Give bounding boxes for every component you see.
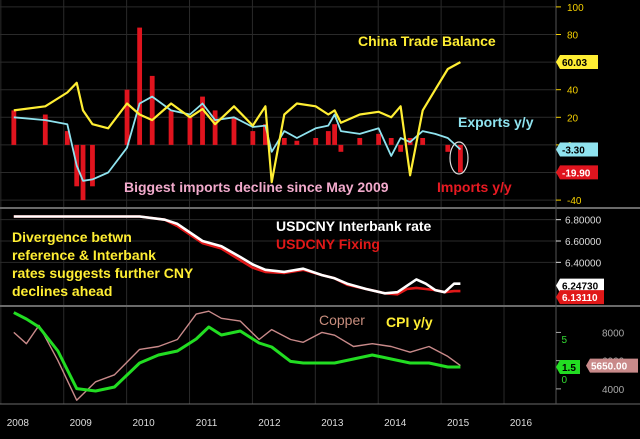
imports-yy-label: Imports y/y xyxy=(437,179,512,195)
x-tick-label: 2010 xyxy=(133,418,156,429)
trade-balance-flag-box xyxy=(556,55,598,70)
copper-y-tick-label: 8000 xyxy=(602,328,625,339)
cpi-y-tick-label: 0 xyxy=(561,375,567,386)
imports-bar xyxy=(168,110,174,145)
trade-balance-flag: 60.03 xyxy=(556,55,598,70)
x-tick-label: 2012 xyxy=(258,418,281,429)
imports-bar xyxy=(313,138,319,145)
divergence-line-4: declines ahead xyxy=(12,283,112,299)
cpi-flag: 1.5 xyxy=(556,360,580,374)
axes xyxy=(0,0,640,405)
interbank-flag: 6.24730 xyxy=(556,278,604,293)
imports-bar xyxy=(338,144,344,152)
imports-bar xyxy=(212,110,218,145)
divergence-line-3: rates suggests further CNY xyxy=(12,265,194,281)
imports-bar xyxy=(332,124,338,145)
divergence-line-2: reference & Interbank xyxy=(12,247,156,263)
exports-line xyxy=(13,95,462,182)
imports-bar xyxy=(263,124,268,145)
copper-line xyxy=(13,310,461,401)
imports-bar xyxy=(357,138,363,145)
x-tick-label: 2014 xyxy=(384,418,407,429)
copper-flag-text: 5650.00 xyxy=(591,362,628,373)
imports-bar xyxy=(231,117,237,145)
usdcny-interbank-label: USDCNY Interbank rate xyxy=(276,218,432,234)
fixing-flag: 6.13110 xyxy=(556,290,604,305)
imports-bar xyxy=(42,114,48,145)
imports-bar xyxy=(398,144,404,152)
imports-bar xyxy=(388,138,394,145)
exports-flag-box xyxy=(556,142,598,157)
divergence-line-1: Divergence betwn xyxy=(12,229,132,245)
x-tick-label: 2016 xyxy=(510,418,533,429)
top-y-tick-label: 80 xyxy=(567,31,579,42)
imports-bar xyxy=(80,144,86,201)
top-y-tick-label: -40 xyxy=(567,196,582,207)
cpi-label: CPI y/y xyxy=(386,314,433,330)
imports-bar xyxy=(137,27,143,145)
top-y-tick-label: 40 xyxy=(567,86,579,97)
copper-flag: 5650.00 xyxy=(586,358,638,373)
interbank-flag-box xyxy=(556,278,604,293)
imports-flag-text: -19.90 xyxy=(562,168,591,179)
exports-flag: -3.30 xyxy=(556,142,598,157)
imports-bar xyxy=(90,144,95,187)
imports-bar xyxy=(124,89,130,145)
cpi-line xyxy=(13,311,461,393)
top-y-tick-label: 20 xyxy=(567,113,579,124)
cpi-flag-box xyxy=(556,360,580,374)
imports-bar xyxy=(294,140,300,145)
fixing-flag-text: 6.13110 xyxy=(562,293,598,304)
imports-bar xyxy=(325,131,331,145)
mid-y-tick-label: 6.60000 xyxy=(565,237,602,248)
imports-flag: -19.90 xyxy=(556,165,598,180)
copper-label: Copper xyxy=(319,312,365,328)
imports-bar xyxy=(445,144,451,152)
imports-bar xyxy=(457,144,463,173)
imports-bar xyxy=(376,133,382,145)
imports-bar xyxy=(281,138,287,145)
usdcny-fixing-label: USDCNY Fixing xyxy=(276,236,380,252)
interbank-flag-text: 6.24730 xyxy=(562,282,599,293)
imports-bar xyxy=(250,131,256,145)
imports-bar xyxy=(420,138,426,145)
imports-bar xyxy=(200,96,205,145)
imports-flag-box xyxy=(556,165,598,180)
mid-y-tick-label: 6.40000 xyxy=(565,258,602,269)
cpi-flag-text: 1.5 xyxy=(562,363,576,374)
copper-y-tick-label: 4000 xyxy=(602,385,625,396)
fixing-flag-box xyxy=(556,290,604,305)
x-tick-label: 2015 xyxy=(447,418,470,429)
x-tick-label: 2008 xyxy=(7,418,30,429)
china-trade-balance-label: China Trade Balance xyxy=(358,33,496,49)
trade-balance-line xyxy=(13,61,461,184)
x-tick-label: 2009 xyxy=(70,418,93,429)
trade-balance-flag-text: 60.03 xyxy=(562,58,587,69)
imports-bar xyxy=(149,75,155,145)
x-tick-label: 2011 xyxy=(196,418,218,429)
biggest-imports-annotation: Biggest imports decline since May 2009 xyxy=(124,179,389,195)
usdcny-interbank-line xyxy=(13,215,461,295)
imports-bar xyxy=(11,110,17,145)
series-layer xyxy=(11,27,463,401)
cpi-y-tick-label: 5 xyxy=(561,335,567,346)
copper-flag-box xyxy=(586,358,638,373)
imports-highlight-circle xyxy=(449,141,469,175)
imports-bar xyxy=(187,117,193,145)
exports-flag-text: -3.30 xyxy=(562,145,585,156)
exports-yy-label: Exports y/y xyxy=(458,114,534,130)
imports-bar xyxy=(64,131,70,145)
mid-y-tick-label: 6.80000 xyxy=(565,216,602,227)
top-y-tick-label: 100 xyxy=(567,3,584,14)
x-tick-label: 2013 xyxy=(321,418,344,429)
